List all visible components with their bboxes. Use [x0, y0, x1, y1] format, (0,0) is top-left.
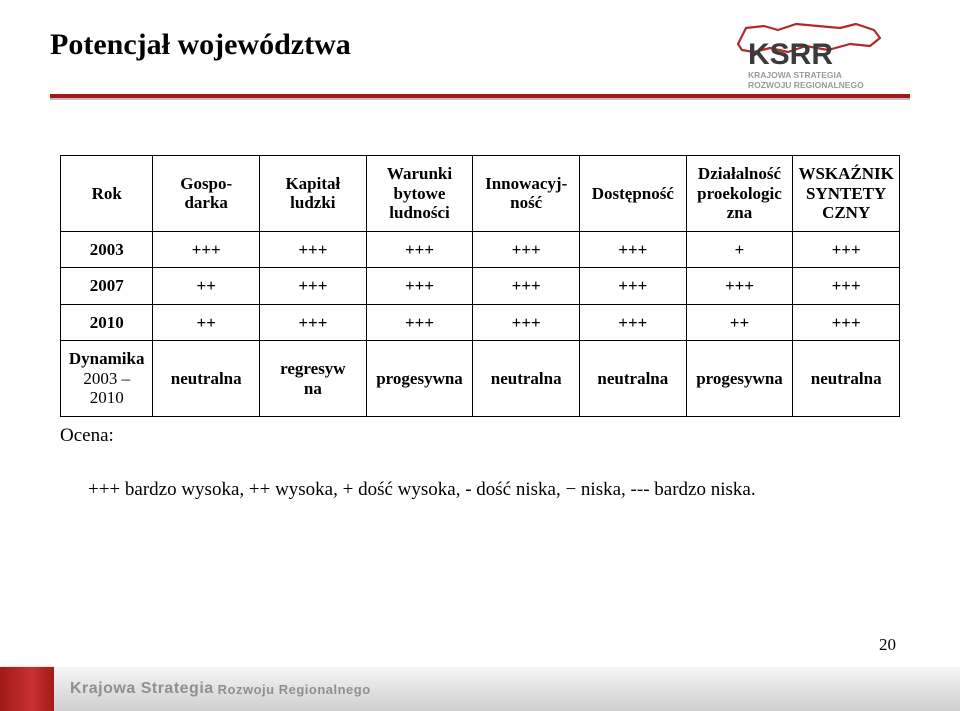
footer-rozwoju: Rozwoju Regionalnego	[218, 682, 371, 697]
th-dzialalnosc: Działalność proekologic zna	[686, 156, 793, 232]
th-kapital: Kapitał ludzki	[260, 156, 367, 232]
dynamics-cell: neutralna	[793, 341, 900, 417]
value-cell: ++	[686, 304, 793, 341]
value-cell: +++	[793, 268, 900, 305]
header-rule	[50, 94, 910, 100]
dynamics-row: Dynamika2003 – 2010neutralnaregresyw nap…	[61, 341, 900, 417]
footer-brand: Krajowa Strategia Rozwoju Regionalnego	[54, 667, 960, 711]
value-cell: +++	[260, 268, 367, 305]
dynamics-cell: neutralna	[580, 341, 687, 417]
dynamics-label: Dynamika2003 – 2010	[61, 341, 153, 417]
year-cell: 2010	[61, 304, 153, 341]
page-title: Potencjał województwa	[50, 20, 351, 62]
value-cell: +++	[473, 268, 580, 305]
value-cell: +++	[686, 268, 793, 305]
footer-krajowa: Krajowa Strategia	[70, 680, 214, 698]
logo-line2: ROZWOJU REGIONALNEGO	[748, 80, 864, 90]
value-cell: +++	[473, 304, 580, 341]
table-row: 2003+++++++++++++++++++	[61, 231, 900, 268]
dynamics-cell: progesywna	[366, 341, 473, 417]
value-cell: +++	[260, 304, 367, 341]
ocena-label: Ocena:	[60, 425, 900, 447]
dynamics-cell: neutralna	[473, 341, 580, 417]
legend-text: +++ bardzo wysoka, ++ wysoka, + dość wys…	[60, 477, 900, 503]
value-cell: +++	[580, 268, 687, 305]
value-cell: +++	[473, 231, 580, 268]
table-row: 2007++++++++++++++++++++	[61, 268, 900, 305]
footer-red-block	[0, 667, 54, 711]
value-cell: +++	[793, 304, 900, 341]
value-cell: +++	[580, 231, 687, 268]
logo-line1: KRAJOWA STRATEGIA	[748, 70, 842, 80]
data-table: Rok Gospo- darka Kapitał ludzki Warunki …	[60, 155, 900, 417]
value-cell: ++	[153, 304, 260, 341]
th-gospodarka: Gospo- darka	[153, 156, 260, 232]
value-cell: +++	[260, 231, 367, 268]
value-cell: +++	[366, 268, 473, 305]
value-cell: +++	[366, 304, 473, 341]
table-header-row: Rok Gospo- darka Kapitał ludzki Warunki …	[61, 156, 900, 232]
th-innowacyjnosc: Innowacyj- ność	[473, 156, 580, 232]
value-cell: +	[686, 231, 793, 268]
year-cell: 2007	[61, 268, 153, 305]
year-cell: 2003	[61, 231, 153, 268]
th-warunki: Warunki bytowe ludności	[366, 156, 473, 232]
value-cell: ++	[153, 268, 260, 305]
value-cell: +++	[366, 231, 473, 268]
dynamics-cell: regresyw na	[260, 341, 367, 417]
dynamics-cell: neutralna	[153, 341, 260, 417]
value-cell: +++	[153, 231, 260, 268]
table-row: 2010+++++++++++++++++++	[61, 304, 900, 341]
th-dostepnosc: Dostępność	[580, 156, 687, 232]
value-cell: +++	[580, 304, 687, 341]
logo: KSRR KRAJOWA STRATEGIA ROZWOJU REGIONALN…	[730, 20, 910, 92]
th-rok: Rok	[61, 156, 153, 232]
logo-letters: KSRR	[748, 38, 833, 71]
th-wskaznik: WSKAŹNIK SYNTETY CZNY	[793, 156, 900, 232]
dynamics-cell: progesywna	[686, 341, 793, 417]
page-number: 20	[879, 635, 896, 655]
value-cell: +++	[793, 231, 900, 268]
footer-bar: Krajowa Strategia Rozwoju Regionalnego	[0, 667, 960, 711]
